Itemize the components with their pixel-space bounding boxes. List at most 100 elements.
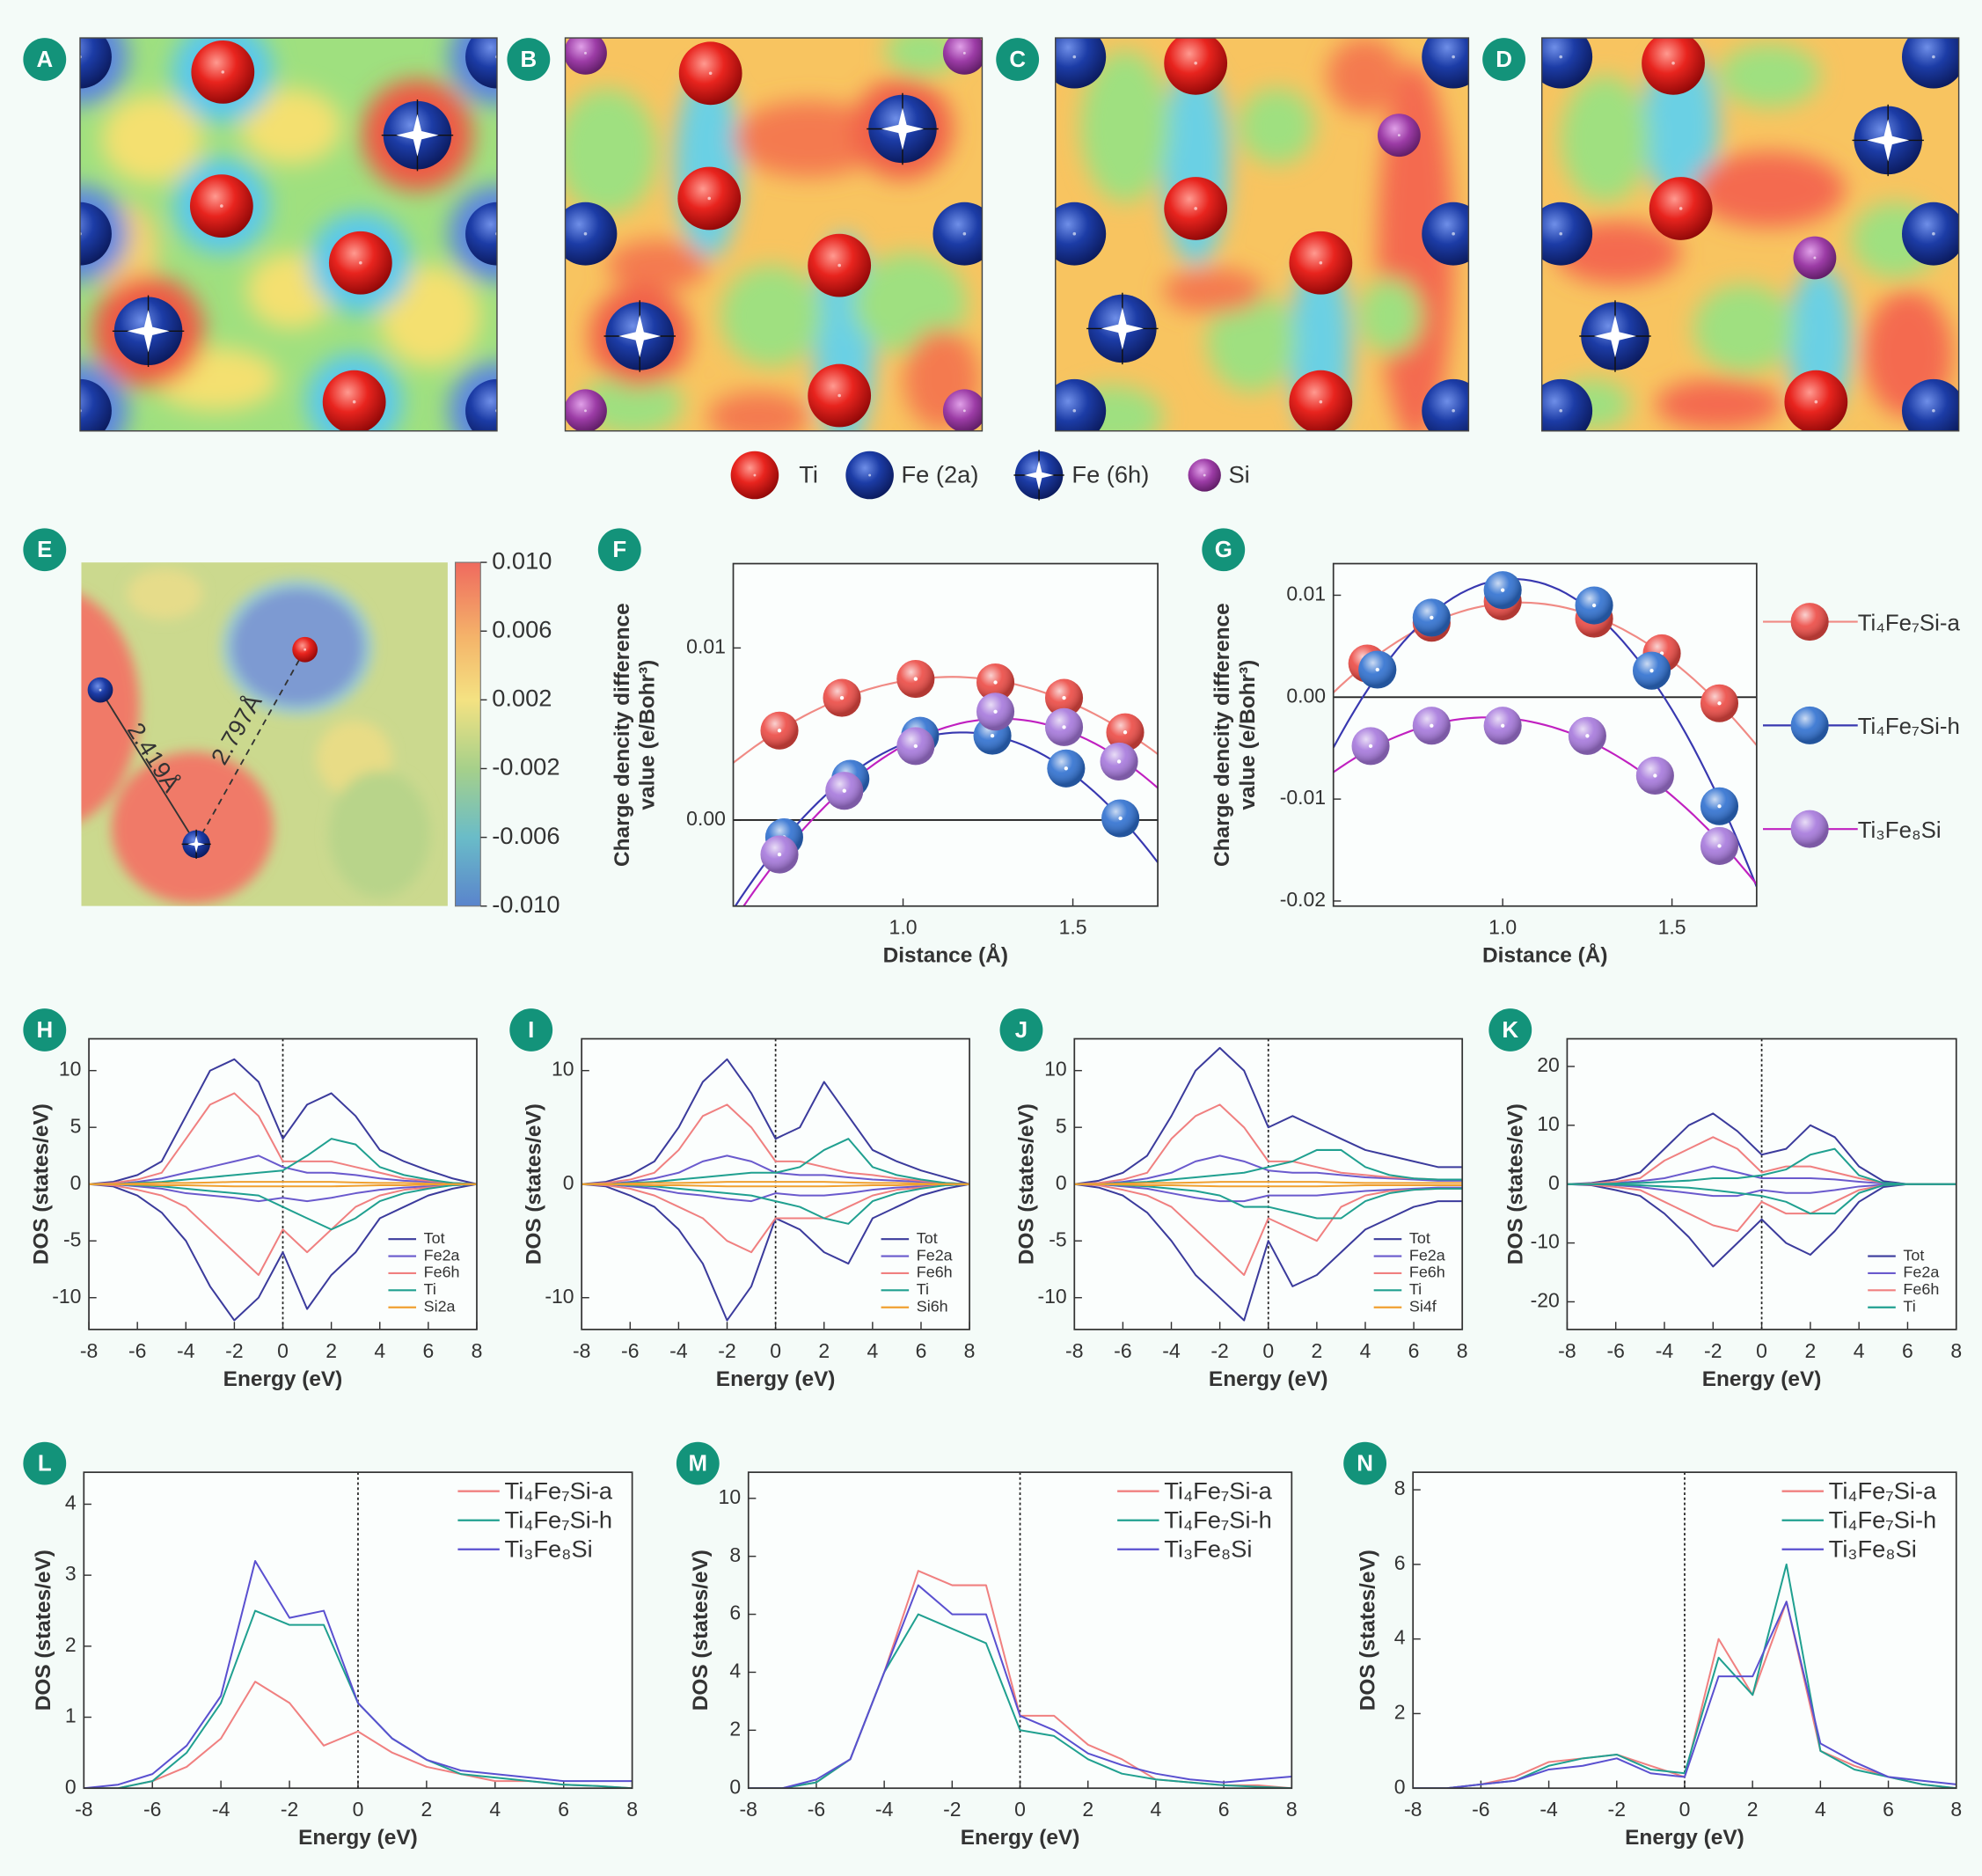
x-tick-label: 0 <box>353 1798 364 1821</box>
atom-ti <box>1289 370 1353 431</box>
colorbar-tick-label: -0.006 <box>492 822 559 849</box>
x-tick-label: 0 <box>1262 1339 1274 1362</box>
atom-fe6 <box>1086 292 1159 365</box>
colorbar-tick-label: 0.002 <box>492 685 552 712</box>
panel-letter: B <box>521 48 538 72</box>
atom-fe <box>1055 378 1107 431</box>
marker-dot <box>839 695 845 700</box>
atom-dot <box>1452 231 1455 236</box>
dos-line <box>89 1183 477 1188</box>
star <box>618 314 662 358</box>
y-tick-label: -10 <box>545 1285 574 1308</box>
dos-line <box>1074 1148 1463 1185</box>
x-tick-label: 6 <box>1883 1798 1894 1821</box>
atom-fe6 <box>1852 104 1924 177</box>
legend-label: Ti₃Fe₈Si <box>1164 1535 1252 1562</box>
panel-letter: I <box>528 1018 534 1043</box>
legend-label: Fe6h <box>917 1264 953 1281</box>
colorbar-tick-label: -0.010 <box>492 890 559 918</box>
map-frame <box>1540 37 1960 432</box>
atom-dot <box>1072 408 1077 413</box>
x-tick-label: -2 <box>943 1798 961 1821</box>
atom-dot <box>1671 62 1675 65</box>
legend-label: Fe2a <box>424 1246 460 1264</box>
x-tick-label: 8 <box>472 1339 483 1362</box>
x-tick-label: 1.0 <box>889 916 918 939</box>
y-axis-label: DOS (states/eV) <box>1015 1103 1039 1264</box>
atom-sphere <box>1541 38 1593 89</box>
y-tick-label: -5 <box>1049 1227 1066 1250</box>
legend-label: Ti <box>1903 1297 1915 1315</box>
panel-letter: K <box>1502 1018 1518 1043</box>
marker-dot <box>1501 588 1505 592</box>
atom-legend-label: Si <box>1229 461 1250 488</box>
dos-line <box>89 1183 477 1322</box>
map-field <box>1061 38 1454 431</box>
legend-label: Ti₄Fe₇Si-a <box>505 1477 613 1504</box>
panel-badge <box>23 1008 67 1052</box>
atom-dot <box>1072 231 1077 236</box>
dos-lines <box>1567 1112 1956 1268</box>
atom-ti <box>1642 38 1705 95</box>
atom-sphere <box>465 202 497 266</box>
atom-dot <box>1194 207 1197 210</box>
atom-dot <box>1559 55 1563 59</box>
y-axis-label: Charge dencity difference <box>1210 603 1234 867</box>
dos-line <box>1074 1183 1463 1322</box>
atom-sphere <box>465 38 497 89</box>
x-tick-label: 6 <box>422 1339 434 1362</box>
legend-label: Fe2a <box>1903 1264 1939 1281</box>
y-tick-label: 0 <box>70 1171 82 1194</box>
panel-badge <box>1488 1008 1532 1052</box>
x-tick-label: 8 <box>1950 1339 1962 1362</box>
x-tick-label: 0 <box>277 1339 289 1362</box>
y-tick-label: 0 <box>563 1171 574 1194</box>
x-tick-label: -6 <box>808 1798 825 1821</box>
marker-dot <box>1653 773 1657 778</box>
atom-dot <box>1319 260 1323 265</box>
y-tick-label: -20 <box>1531 1289 1560 1312</box>
marker-dot <box>1375 667 1379 672</box>
plot-frame <box>1412 1471 1957 1790</box>
fit-curve <box>1333 601 1757 746</box>
dos-lines <box>1074 1046 1463 1322</box>
y-tick-label: 2 <box>65 1633 77 1656</box>
dos-line <box>89 1138 477 1185</box>
legend-label: Tot <box>1903 1246 1924 1264</box>
atom-fe <box>1422 378 1469 431</box>
y-tick-label: 0 <box>1548 1171 1560 1194</box>
plot-frame <box>83 1471 633 1790</box>
y-tick-label: 0 <box>729 1775 741 1798</box>
y-tick-label: 0.00 <box>686 807 726 830</box>
y-axis-label: Charge dencity difference <box>611 603 634 867</box>
marker-dot <box>777 729 782 733</box>
x-tick-label: -4 <box>212 1798 230 1821</box>
atom-sphere <box>565 38 607 75</box>
legend-label: Si6h <box>917 1297 948 1315</box>
dos-line <box>581 1183 970 1225</box>
y-tick-label: 10 <box>1044 1058 1067 1081</box>
charge-map <box>1541 38 1959 431</box>
legend-label: Si2a <box>424 1297 456 1315</box>
y-axis-label: DOS (states/eV) <box>689 1550 713 1711</box>
plot-frame <box>1073 1037 1464 1330</box>
x-tick-label: -6 <box>621 1339 639 1362</box>
dos-line <box>89 1154 477 1185</box>
legend-label: Ti₄Fe₇Si-a <box>1829 1477 1937 1504</box>
legend-label: Ti₄Fe₇Si-h <box>1858 714 1960 739</box>
y-tick-label: 4 <box>1394 1626 1406 1649</box>
x-tick-label: 2 <box>1311 1339 1322 1362</box>
panel-letter: A <box>36 48 53 72</box>
density-blob <box>565 88 658 216</box>
y-axis-label: DOS (states/eV) <box>29 1103 53 1264</box>
x-tick-label: -6 <box>1472 1798 1489 1821</box>
x-tick-label: 4 <box>1815 1798 1826 1821</box>
dos-line <box>1567 1183 1956 1215</box>
x-tick-label: -2 <box>1704 1339 1722 1362</box>
atom-dot <box>753 473 757 477</box>
atom-sphere <box>1902 202 1959 266</box>
legend-label: Ti₄Fe₇Si-a <box>1858 611 1961 635</box>
density-blob <box>328 771 430 898</box>
y-tick-label: -10 <box>1037 1285 1066 1308</box>
